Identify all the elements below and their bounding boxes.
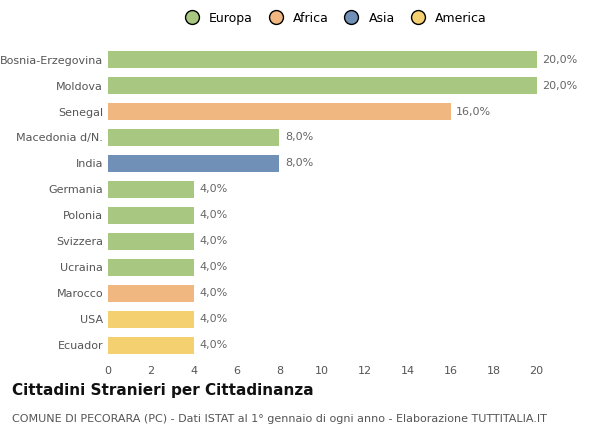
Bar [108,51,536,68]
Text: 8,0%: 8,0% [285,158,313,169]
Bar [108,311,194,328]
Bar [108,337,194,354]
Text: 20,0%: 20,0% [542,55,577,65]
Text: 4,0%: 4,0% [199,184,227,194]
Text: 4,0%: 4,0% [199,236,227,246]
Bar [108,207,194,224]
Bar [108,129,280,146]
Legend: Europa, Africa, Asia, America: Europa, Africa, Asia, America [176,9,490,27]
Bar [108,233,194,250]
Text: Cittadini Stranieri per Cittadinanza: Cittadini Stranieri per Cittadinanza [12,383,314,398]
Text: 20,0%: 20,0% [542,81,577,91]
Text: 4,0%: 4,0% [199,288,227,298]
Text: 16,0%: 16,0% [456,106,491,117]
Bar [108,285,194,302]
Text: 4,0%: 4,0% [199,340,227,350]
Text: 8,0%: 8,0% [285,132,313,143]
Text: 4,0%: 4,0% [199,210,227,220]
Bar [108,77,536,94]
Bar [108,155,280,172]
Text: 4,0%: 4,0% [199,314,227,324]
Bar [108,259,194,276]
Bar [108,103,451,120]
Text: 4,0%: 4,0% [199,262,227,272]
Text: COMUNE DI PECORARA (PC) - Dati ISTAT al 1° gennaio di ogni anno - Elaborazione T: COMUNE DI PECORARA (PC) - Dati ISTAT al … [12,414,547,424]
Bar [108,181,194,198]
